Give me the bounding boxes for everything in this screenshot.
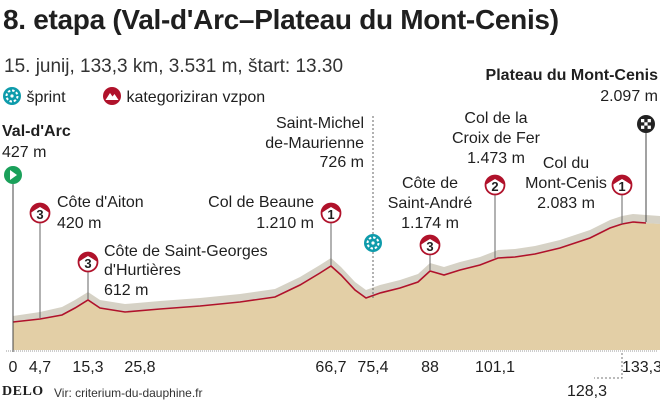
legend-climb-label: kategoriziran vzpon xyxy=(126,89,266,106)
climb-name-line2: Saint-André xyxy=(388,195,473,212)
climb-name: Col de Beaune xyxy=(208,194,314,211)
start-name: Val-d'Arc xyxy=(2,123,71,140)
climb-elevation: 420 m xyxy=(57,215,101,232)
legend-climb: kategoriziran vzpon xyxy=(102,86,265,107)
km-tick-label: 25,8 xyxy=(124,359,155,376)
terrain-shading xyxy=(13,214,660,322)
climb-category-3-icon: 3 xyxy=(77,251,99,273)
climb-category: 2 xyxy=(491,179,498,194)
climb-name-line2: Mont-Cenis xyxy=(525,175,607,192)
climb-elevation: 1.210 m xyxy=(256,215,314,232)
climb-name: Col du xyxy=(543,155,589,172)
climb-name: Côte de xyxy=(402,175,458,192)
climb-elevation: 2.083 m xyxy=(537,195,595,212)
km-tick-label: 101,1 xyxy=(475,359,515,376)
mountain-icon xyxy=(103,87,121,105)
climb-category: 3 xyxy=(426,239,433,254)
page-title: 8. etapa (Val-d'Arc–Plateau du Mont-Ceni… xyxy=(3,4,559,35)
sprint-name-line2: de-Maurienne xyxy=(265,135,364,152)
profile-line xyxy=(12,221,647,323)
source-note: Vir: criterium-du-dauphine.fr xyxy=(54,386,203,400)
start-elevation: 427 m xyxy=(2,144,46,161)
finish-elevation: 2.097 m xyxy=(600,88,658,105)
terrain-area xyxy=(13,222,660,350)
sprint-marker-icon xyxy=(364,234,382,252)
finish-name: Plateau du Mont-Cenis xyxy=(486,67,659,84)
km-tick-label: 4,7 xyxy=(29,359,51,376)
km-tick-label: 75,4 xyxy=(357,359,388,376)
climb-name: Côte d'Aiton xyxy=(57,194,144,211)
climb-name-line2: Croix de Fer xyxy=(452,130,541,147)
sprint-icon xyxy=(3,87,21,105)
climb-category-1-icon: 1 xyxy=(611,174,633,196)
climb-category: 1 xyxy=(327,207,334,222)
climb-category-3-icon: 3 xyxy=(29,202,51,224)
stage-subtitle: 15. junij, 133,3 km, 3.531 m, štart: 13.… xyxy=(4,56,344,77)
finish-flag-icon xyxy=(637,115,655,133)
km-tick-label: 128,3 xyxy=(567,383,607,400)
climb-category: 1 xyxy=(618,179,625,194)
km-tick-label: 0 xyxy=(9,359,18,376)
km-tick-label: 133,3 xyxy=(622,359,660,376)
legend-sprint-label: šprint xyxy=(26,89,66,106)
climb-name: Col de la xyxy=(464,110,527,127)
km-tick-leader xyxy=(594,353,623,379)
legend-sprint: šprint xyxy=(2,86,66,107)
climb-elevation: 612 m xyxy=(104,282,148,299)
sprint-elevation: 726 m xyxy=(320,154,364,171)
sprint-name-line1: Saint-Michel xyxy=(276,115,364,132)
climb-category-1-icon: 1 xyxy=(320,202,342,224)
climb-elevation: 1.473 m xyxy=(467,150,525,167)
climb-name: Côte de Saint-Georges xyxy=(104,243,268,260)
climb-category-3-icon: 3 xyxy=(419,234,441,256)
km-tick-label: 66,7 xyxy=(315,359,346,376)
climb-category: 3 xyxy=(36,207,43,222)
km-tick-label: 15,3 xyxy=(72,359,103,376)
km-tick-label: 88 xyxy=(421,359,439,376)
climb-category: 3 xyxy=(84,256,91,271)
climb-name-line2: d'Hurtières xyxy=(104,262,181,279)
publisher-logo: DELO xyxy=(2,384,44,399)
climb-category-2-icon: 2 xyxy=(484,174,506,196)
climb-elevation: 1.174 m xyxy=(401,215,459,232)
